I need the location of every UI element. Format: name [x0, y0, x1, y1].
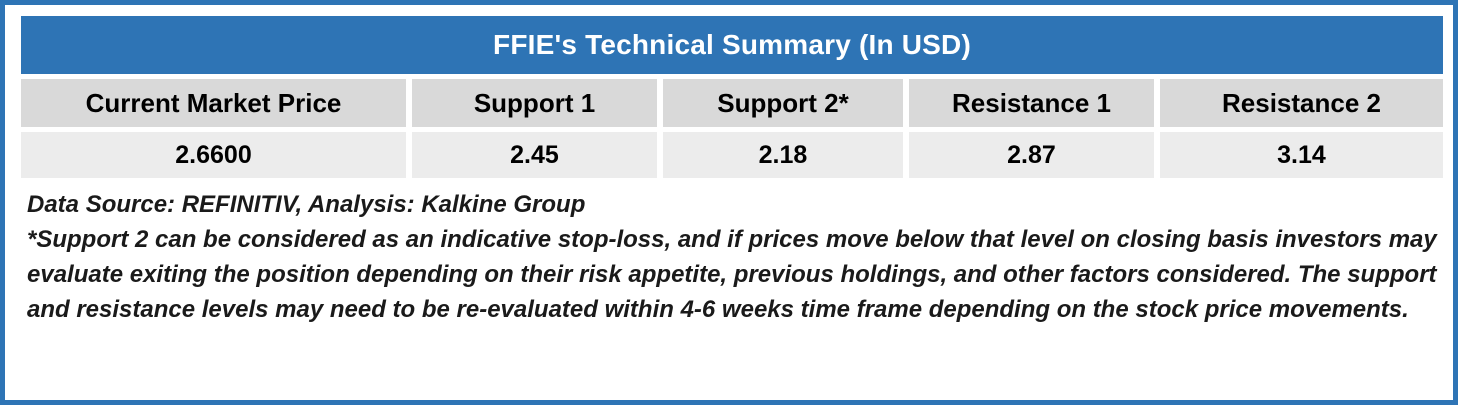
column-header-support-1: Support 1 [412, 79, 657, 127]
footnotes: Data Source: REFINITIV, Analysis: Kalkin… [21, 187, 1439, 327]
column-header-support-2: Support 2* [663, 79, 903, 127]
column-header-current-market-price: Current Market Price [21, 79, 406, 127]
value-support-1: 2.45 [412, 132, 657, 178]
data-source-line: Data Source: REFINITIV, Analysis: Kalkin… [27, 191, 586, 218]
value-row: 2.6600 2.45 2.18 2.87 3.14 [21, 132, 1443, 178]
column-header-resistance-2: Resistance 2 [1160, 79, 1443, 127]
disclaimer-text: *Support 2 can be considered as an indic… [27, 226, 1437, 323]
value-support-2: 2.18 [663, 132, 903, 178]
technical-summary-table: FFIE's Technical Summary (In USD) Curren… [21, 16, 1443, 178]
value-resistance-2: 3.14 [1160, 132, 1443, 178]
value-resistance-1: 2.87 [909, 132, 1154, 178]
column-header-row: Current Market Price Support 1 Support 2… [21, 79, 1443, 127]
table-title: FFIE's Technical Summary (In USD) [21, 16, 1443, 74]
value-current-market-price: 2.6600 [21, 132, 406, 178]
column-header-resistance-1: Resistance 1 [909, 79, 1154, 127]
